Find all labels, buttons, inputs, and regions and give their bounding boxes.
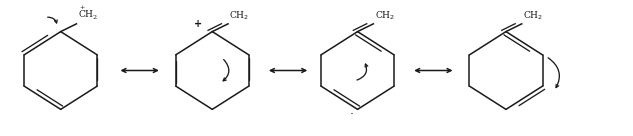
Text: $\overset{+}{\mathrm{C}}$H$_2$: $\overset{+}{\mathrm{C}}$H$_2$	[78, 4, 98, 22]
Text: CH$_2$: CH$_2$	[523, 10, 543, 22]
Text: +: +	[194, 19, 203, 30]
Text: CH$_2$: CH$_2$	[229, 10, 249, 22]
Text: ·: ·	[349, 108, 353, 121]
Text: CH$_2$: CH$_2$	[375, 10, 395, 22]
